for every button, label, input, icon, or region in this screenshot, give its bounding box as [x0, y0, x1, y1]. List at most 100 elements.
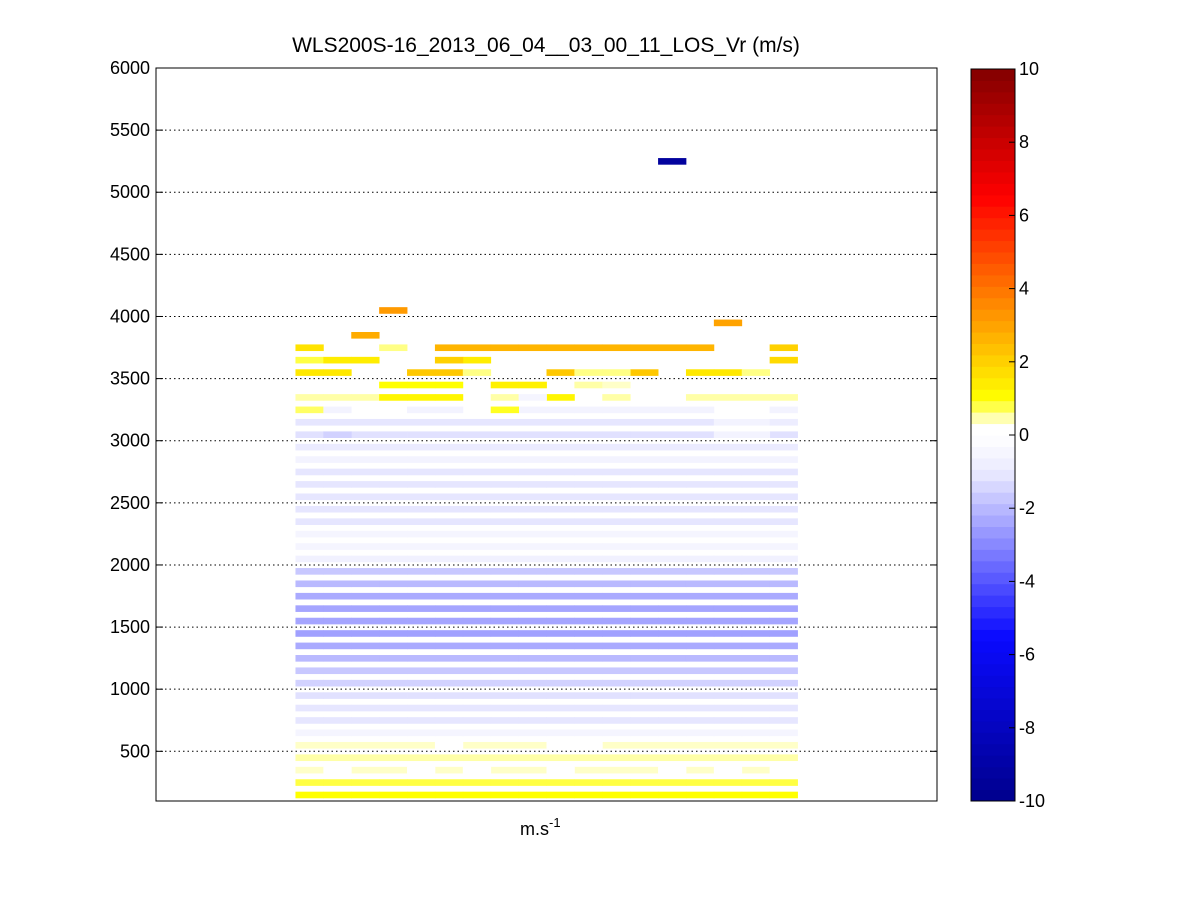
colorbar-segment: [971, 675, 1015, 688]
heatmap-cell: [379, 679, 408, 687]
heatmap-cell: [602, 605, 631, 612]
heatmap-cell: [295, 418, 324, 426]
heatmap-cell: [685, 754, 715, 762]
heatmap-cell: [769, 443, 798, 451]
heatmap-cell: [295, 617, 324, 625]
heatmap-cell: [462, 580, 492, 588]
heatmap-cell: [434, 667, 464, 675]
heatmap-cell: [379, 394, 408, 401]
colorbar-segment: [971, 240, 1015, 253]
heatmap-cell: [518, 481, 547, 488]
heatmap-cell: [630, 369, 659, 376]
heatmap-cell: [658, 741, 687, 749]
heatmap-cell: [351, 679, 380, 687]
heatmap-cell: [658, 158, 687, 165]
heatmap-cell: [741, 717, 771, 724]
heatmap-cell: [685, 679, 715, 687]
heatmap-cell: [574, 642, 603, 650]
heatmap-cell: [741, 418, 771, 426]
heatmap-cell: [462, 418, 492, 426]
heatmap-cell: [602, 729, 631, 737]
colorbar-segment: [971, 252, 1015, 264]
heatmap-cell: [602, 394, 631, 401]
heatmap-cell: [295, 741, 324, 749]
y-tick-label: 1000: [110, 679, 150, 699]
heatmap-cell: [602, 481, 631, 488]
heatmap-cell: [295, 530, 324, 538]
heatmap-cell: [434, 518, 464, 525]
heatmap-cell: [658, 667, 687, 675]
colorbar-segment: [971, 274, 1015, 287]
heatmap-cell: [574, 505, 603, 513]
heatmap-cell: [518, 418, 547, 426]
heatmap-cell: [518, 406, 547, 414]
heatmap-cell: [462, 356, 492, 364]
heatmap-cell: [295, 779, 324, 786]
heatmap-cell: [462, 344, 492, 352]
heatmap-cell: [490, 543, 520, 550]
heatmap-cell: [323, 481, 352, 488]
heatmap-cell: [658, 692, 687, 699]
heatmap-cell: [685, 741, 715, 749]
heatmap-cell: [434, 406, 464, 414]
heatmap-cell: [741, 642, 771, 650]
heatmap-cell: [741, 369, 771, 376]
heatmap-cell: [546, 791, 575, 799]
y-axis-ticks: 500 1000 1500 2000 2500 3000 3500 4000 4500 5000 5…: [110, 58, 937, 761]
heatmap-cell: [602, 431, 631, 439]
heatmap-cell: [518, 741, 547, 749]
heatmap-cell: [713, 791, 743, 799]
heatmap-cell: [602, 592, 631, 600]
heatmap-cell: [713, 568, 743, 575]
heatmap-cell: [379, 555, 408, 563]
heatmap-cell: [741, 431, 771, 439]
heatmap-cell: [434, 741, 464, 749]
heatmap-cell: [602, 704, 631, 712]
heatmap-cell: [574, 530, 603, 538]
heatmap-cell: [713, 692, 743, 699]
colorbar-tick-label: -6: [1019, 645, 1035, 665]
heatmap-cell: [685, 779, 715, 786]
heatmap-cell: [323, 530, 352, 538]
colorbar-segment: [971, 537, 1015, 550]
heatmap-cell: [741, 543, 771, 550]
heatmap-cell: [602, 741, 631, 749]
heatmap-cell: [462, 456, 492, 463]
heatmap-cell: [546, 518, 575, 525]
heatmap-cell: [407, 505, 436, 513]
colorbar-segment: [971, 229, 1015, 242]
heatmap-cell: [713, 369, 743, 376]
heatmap-cell: [602, 630, 631, 637]
heatmap-cell: [490, 779, 520, 786]
colorbar-segment: [971, 309, 1015, 322]
heatmap-cell: [602, 443, 631, 451]
heatmap-cell: [713, 617, 743, 625]
heatmap-cell: [713, 443, 743, 451]
heatmap-cell: [379, 344, 408, 352]
heatmap-cell: [407, 655, 436, 662]
heatmap-cell: [713, 505, 743, 513]
heatmap-cell: [546, 481, 575, 488]
heatmap-cell: [379, 481, 408, 488]
heatmap-cell: [713, 655, 743, 662]
heatmap-cell: [658, 617, 687, 625]
heatmap-cell: [323, 667, 352, 675]
heatmap-cell: [741, 468, 771, 476]
heatmap-cell: [462, 679, 492, 687]
heatmap-cell: [351, 468, 380, 476]
heatmap-cell: [518, 791, 547, 799]
heatmap-cell: [574, 592, 603, 600]
heatmap-cell: [323, 779, 352, 786]
heatmap-cell: [323, 605, 352, 612]
heatmap-cell: [434, 493, 464, 501]
heatmap-cell: [407, 779, 436, 786]
heatmap-cell: [518, 456, 547, 463]
heatmap-cell: [351, 418, 380, 426]
heatmap-cell: [713, 766, 743, 774]
heatmap-cell: [685, 481, 715, 488]
heatmap-cell: [602, 344, 631, 352]
heatmap-cell: [323, 468, 352, 476]
heatmap-cell: [685, 605, 715, 612]
heatmap-cell: [490, 394, 520, 401]
heatmap-cell: [434, 530, 464, 538]
